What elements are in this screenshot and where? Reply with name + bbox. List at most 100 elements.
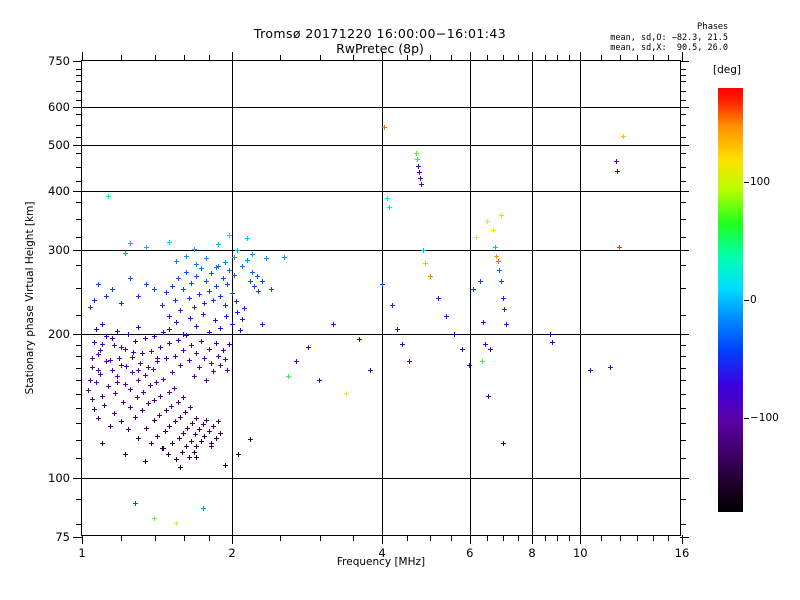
data-point <box>115 380 121 386</box>
data-point <box>96 352 102 358</box>
data-point <box>407 359 413 365</box>
data-point <box>384 196 390 202</box>
data-point <box>227 233 233 239</box>
y-tick-label: 750 <box>48 54 70 68</box>
y-tick-minor <box>680 356 686 358</box>
x-tick-minor <box>668 535 670 541</box>
data-point <box>225 367 231 373</box>
data-point <box>109 335 115 341</box>
gridline-vertical <box>232 61 233 535</box>
data-point <box>390 302 396 308</box>
y-tick-minor <box>76 180 82 182</box>
data-point <box>211 369 217 375</box>
x-tick-minor <box>280 55 282 61</box>
y-tick-minor <box>680 218 686 220</box>
y-tick-minor <box>76 457 82 459</box>
data-point <box>127 275 133 281</box>
x-tick-minor <box>450 535 452 541</box>
x-tick-label: 16 <box>674 546 690 560</box>
data-point <box>104 294 110 300</box>
figure-title: Tromsø 20171220 16:00:00−16:01:43 RwPret… <box>0 26 760 56</box>
data-point <box>118 344 124 350</box>
stats-x-mode: mean, sd,X: 90.5, 26.0 <box>610 43 728 53</box>
data-point <box>248 279 254 285</box>
data-point <box>162 428 168 434</box>
y-tick-minor <box>680 166 686 168</box>
data-point <box>474 234 480 240</box>
data-point <box>132 501 138 507</box>
data-point <box>213 283 219 289</box>
data-point <box>344 391 350 397</box>
data-point <box>144 425 150 431</box>
y-tick-minor <box>680 90 686 92</box>
data-point <box>100 393 106 399</box>
data-point <box>136 377 142 383</box>
data-point <box>201 301 207 307</box>
data-point <box>444 313 450 319</box>
x-tick-major <box>469 52 471 61</box>
data-point <box>105 193 111 199</box>
data-point <box>92 406 98 412</box>
data-point <box>183 444 189 450</box>
y-tick-label: 75 <box>55 530 70 544</box>
y-tick-minor <box>680 264 686 266</box>
x-tick-major <box>580 52 582 61</box>
data-point <box>167 239 173 245</box>
data-point <box>201 355 207 361</box>
gridline-horizontal <box>82 250 680 252</box>
data-point <box>100 321 106 327</box>
data-point <box>212 317 218 323</box>
data-point <box>186 358 192 364</box>
data-point <box>250 269 256 275</box>
data-point <box>222 462 228 468</box>
y-tick-minor <box>76 153 82 155</box>
x-tick-minor <box>545 55 547 61</box>
data-point <box>206 428 212 434</box>
y-tick-major <box>680 250 689 252</box>
data-point <box>178 362 184 368</box>
data-point <box>127 405 133 411</box>
y-tick-major <box>73 537 82 538</box>
data-point <box>92 298 98 304</box>
data-point <box>109 367 115 373</box>
y-tick-minor <box>76 523 82 525</box>
x-tick-minor <box>209 55 211 61</box>
data-point <box>147 383 153 389</box>
data-point <box>161 376 167 382</box>
data-point <box>132 414 138 420</box>
data-point <box>85 388 91 394</box>
data-point <box>161 446 167 452</box>
y-tick-minor <box>76 499 82 501</box>
data-point <box>209 440 215 446</box>
data-point <box>481 319 487 325</box>
x-tick-label: 4 <box>378 546 386 560</box>
x-tick-minor <box>600 55 602 61</box>
data-point <box>102 402 108 408</box>
data-point <box>124 364 130 370</box>
data-point <box>242 306 248 312</box>
data-point <box>459 346 465 352</box>
data-point <box>421 247 427 253</box>
data-point <box>142 372 148 378</box>
data-point <box>144 244 150 250</box>
data-point <box>185 425 191 431</box>
data-point <box>252 283 258 289</box>
y-tick-minor <box>680 180 686 182</box>
data-point <box>167 389 173 395</box>
y-tick-minor <box>680 439 686 441</box>
x-tick-label: 8 <box>528 546 536 560</box>
data-point <box>158 344 164 350</box>
y-tick-major <box>73 190 82 192</box>
data-point <box>222 259 228 265</box>
data-point <box>415 157 421 163</box>
data-point <box>209 360 215 366</box>
y-tick-minor <box>680 314 686 316</box>
colorbar-tick-label: 0 <box>750 294 757 306</box>
data-point <box>495 258 501 264</box>
y-tick-major <box>73 61 82 62</box>
data-point <box>199 265 205 271</box>
data-point <box>194 262 200 268</box>
data-point <box>414 150 420 156</box>
data-point <box>172 419 178 425</box>
y-tick-minor <box>680 136 686 138</box>
